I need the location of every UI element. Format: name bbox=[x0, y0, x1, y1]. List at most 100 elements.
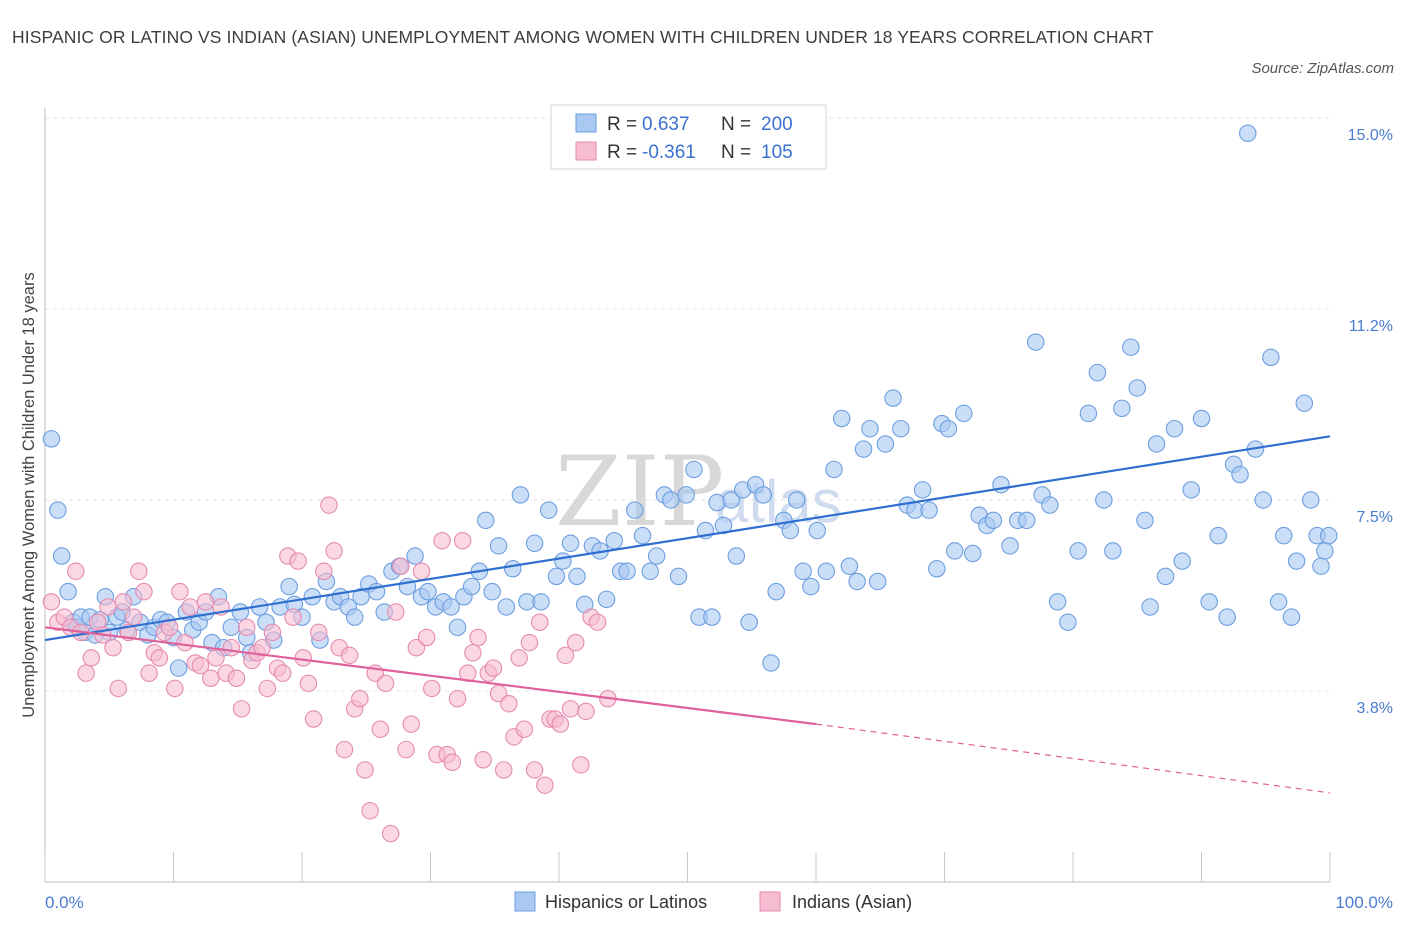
hispanic-point-134 bbox=[955, 404, 973, 423]
hispanic-point-178 bbox=[1301, 491, 1320, 509]
hispanic-point-71 bbox=[511, 486, 530, 504]
hispanic-point-89 bbox=[641, 562, 659, 581]
hispanic-point-162 bbox=[1182, 481, 1200, 499]
indian-point-50 bbox=[304, 710, 323, 728]
hispanic-point-177 bbox=[1295, 394, 1314, 412]
hispanic-point-0 bbox=[42, 430, 61, 448]
indian-point-63 bbox=[371, 720, 390, 738]
indian-point-31 bbox=[207, 649, 225, 667]
hispanic-point-173 bbox=[1269, 593, 1288, 611]
hispanic-point-90 bbox=[647, 547, 666, 565]
hispanic-point-84 bbox=[605, 531, 624, 550]
indian-point-82 bbox=[469, 628, 487, 647]
hispanic-point-129 bbox=[920, 501, 938, 519]
hispanic-point-122 bbox=[868, 572, 887, 591]
indian-point-48 bbox=[294, 649, 313, 667]
indian-point-54 bbox=[325, 542, 343, 560]
hispanic-point-158 bbox=[1147, 435, 1166, 453]
indian-point-67 bbox=[392, 557, 410, 575]
bottom-legend: Hispanics or Latinos Indians (Asian) bbox=[514, 891, 912, 912]
indian-point-94 bbox=[530, 613, 549, 631]
indian-point-23 bbox=[166, 679, 184, 698]
series-hispanics-points bbox=[42, 124, 1338, 677]
indian-point-105 bbox=[588, 613, 607, 631]
trend-line-indians bbox=[44, 626, 817, 726]
indian-point-52 bbox=[315, 562, 333, 581]
hispanic-point-153 bbox=[1113, 399, 1131, 418]
hispanic-point-128 bbox=[913, 481, 932, 499]
hispanic-point-23 bbox=[169, 659, 188, 677]
hispanic-point-68 bbox=[489, 537, 508, 555]
hispanic-point-3 bbox=[59, 582, 77, 601]
hispanic-point-58 bbox=[419, 582, 437, 601]
hispanic-point-116 bbox=[825, 460, 843, 479]
hispanic-point-110 bbox=[781, 521, 800, 540]
indian-point-83 bbox=[474, 751, 492, 769]
indian-point-44 bbox=[273, 664, 292, 682]
hispanic-point-115 bbox=[817, 562, 836, 581]
hispanic-point-78 bbox=[561, 534, 580, 553]
hispanic-point-156 bbox=[1136, 511, 1154, 530]
y-axis-label: Unemployment Among Women with Children U… bbox=[20, 272, 38, 717]
indian-point-22 bbox=[160, 618, 179, 637]
hispanic-point-117 bbox=[832, 409, 851, 428]
hispanic-point-176 bbox=[1287, 552, 1306, 570]
indian-point-15 bbox=[124, 608, 143, 626]
hispanic-point-108 bbox=[767, 582, 785, 601]
chart-title: HISPANIC OR LATINO VS INDIAN (ASIAN) UNE… bbox=[12, 27, 1154, 47]
indian-point-29 bbox=[196, 593, 215, 611]
hispanic-point-92 bbox=[662, 491, 680, 509]
indian-point-35 bbox=[227, 669, 246, 688]
hispanic-point-182 bbox=[1319, 526, 1338, 545]
hispanic-point-130 bbox=[928, 560, 946, 578]
indian-point-56 bbox=[335, 740, 354, 759]
hispanic-point-93 bbox=[669, 567, 688, 586]
hispanic-point-1 bbox=[49, 501, 67, 519]
legend-n-label-0: N = bbox=[721, 114, 751, 135]
indian-point-26 bbox=[181, 598, 199, 616]
hispanic-point-69 bbox=[497, 598, 516, 616]
hispanic-point-107 bbox=[762, 654, 780, 672]
indian-point-28 bbox=[191, 656, 210, 675]
indian-point-53 bbox=[320, 496, 338, 514]
hispanic-point-79 bbox=[568, 567, 586, 586]
indian-point-61 bbox=[361, 801, 379, 820]
hispanic-point-171 bbox=[1254, 491, 1272, 509]
hispanic-point-31 bbox=[222, 618, 241, 637]
legend-box bbox=[550, 104, 827, 170]
indian-point-49 bbox=[299, 674, 318, 693]
indian-point-30 bbox=[202, 669, 220, 688]
hispanic-point-98 bbox=[703, 608, 721, 626]
indian-point-24 bbox=[171, 582, 189, 601]
chart-source: Source: ZipAtlas.com bbox=[1251, 60, 1394, 77]
hispanic-point-152 bbox=[1104, 542, 1122, 560]
hispanic-point-75 bbox=[539, 501, 558, 519]
indian-point-79 bbox=[453, 531, 472, 550]
hispanic-point-62 bbox=[448, 618, 467, 637]
y-tick-label-0: 3.8% bbox=[1357, 700, 1393, 717]
legend-n-value-1: 105 bbox=[761, 142, 793, 163]
hispanic-point-163 bbox=[1192, 409, 1211, 428]
hispanic-point-32 bbox=[231, 603, 250, 621]
hispanic-point-102 bbox=[727, 547, 746, 565]
hispanic-point-168 bbox=[1231, 465, 1249, 484]
hispanic-point-120 bbox=[854, 440, 873, 458]
hispanic-point-142 bbox=[1017, 511, 1036, 530]
hispanic-point-118 bbox=[840, 557, 859, 575]
indian-point-72 bbox=[417, 628, 436, 647]
hispanic-point-114 bbox=[808, 521, 827, 540]
hispanic-point-138 bbox=[984, 511, 1003, 530]
bottom-legend-swatch-0 bbox=[514, 891, 536, 912]
legend-r-value-0: 0.637 bbox=[642, 114, 690, 135]
indian-point-75 bbox=[433, 531, 451, 550]
hispanic-point-66 bbox=[477, 511, 495, 530]
indian-point-4 bbox=[67, 562, 85, 581]
legend-n-label-1: N = bbox=[721, 142, 751, 163]
indian-point-102 bbox=[572, 756, 590, 774]
hispanic-point-125 bbox=[892, 419, 910, 438]
hispanic-point-140 bbox=[1001, 537, 1019, 555]
indian-point-78 bbox=[448, 689, 467, 708]
legend: R = 0.637 N = 200 R = -0.361 N = 105 bbox=[550, 104, 827, 170]
hispanic-point-147 bbox=[1059, 613, 1077, 631]
